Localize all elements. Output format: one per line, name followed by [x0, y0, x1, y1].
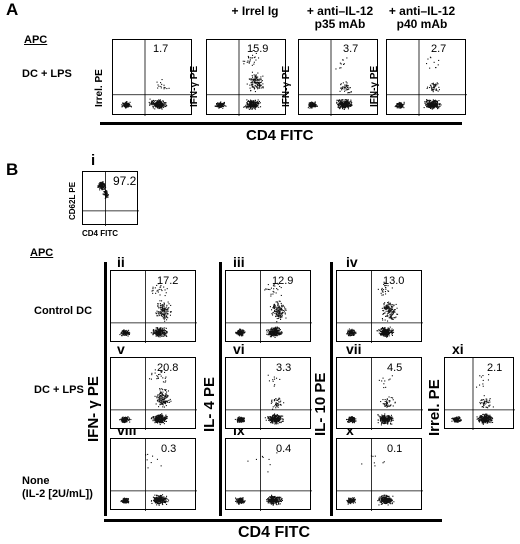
panel-a-plot-4: 2.7	[386, 39, 467, 116]
panel-b-plot-ii: 17.2	[110, 270, 197, 343]
panel-b-plot-xi: 2.1	[444, 357, 515, 430]
panel-a-value-4: 2.7	[431, 43, 447, 55]
panel-b-row-label-3: None (IL-2 [2U/mL])	[22, 475, 93, 500]
panel-b-roman-v: v	[117, 341, 125, 357]
panel-a-value-2: 15.9	[247, 43, 269, 55]
panel-b-roman-x: x	[346, 422, 354, 438]
panel-a-ylabel-3: IFN-γ PE	[281, 65, 292, 107]
panel-a-letter: A	[6, 0, 19, 19]
panel-a-ylabel-1: Irrel. PE	[94, 69, 105, 107]
panel-a-col-title-4: + anti–IL-12 p40 mAb	[388, 4, 456, 31]
panel-b-value-v: 20.8	[157, 362, 179, 374]
panel-a-value-1: 1.7	[153, 43, 169, 55]
panel-b-xlabel: CD4 FITC	[238, 524, 310, 541]
panel-a-value-3: 3.7	[343, 43, 359, 55]
panel-b-value-iv: 13.0	[383, 275, 405, 287]
panel-a-xlabel: CD4 FITC	[246, 127, 314, 144]
panel-b-value-x: 0.1	[387, 443, 403, 455]
panel-b-ybar-2	[219, 262, 222, 516]
panel-b-value-viii: 0.3	[161, 443, 177, 455]
panel-b-value-xi: 2.1	[487, 362, 503, 374]
panel-b-letter: B	[6, 160, 19, 179]
panel-b-value-iii: 12.9	[272, 275, 294, 287]
panel-a-plot-3: 3.7	[298, 39, 379, 116]
panel-a-ylabel-4: IFN-γ PE	[369, 65, 380, 107]
panel-b-row-label-1: Control DC	[34, 305, 93, 317]
panel-b-plot-vii: 4.5	[336, 357, 423, 430]
panel-b-ylabel-1: IFN- γ PE	[85, 376, 102, 442]
panel-b-roman-ii: ii	[117, 254, 125, 270]
panel-b-ylabel-4: Irrel. PE	[426, 379, 443, 436]
panel-b-ybar-3	[330, 262, 333, 516]
panel-a-ylabel-2: IFN-γ PE	[189, 65, 200, 107]
panel-b-inset-ylabel: CD62L PE	[68, 181, 77, 220]
panel-b-x-bar	[104, 519, 442, 522]
panel-b-plot-vi: 3.3	[225, 357, 312, 430]
panel-b-roman-iii: iii	[233, 254, 245, 270]
panel-b-ylabel-2: IL- 4 PE	[201, 376, 218, 432]
panel-a-plot-1: 1.7	[112, 39, 193, 116]
panel-b-apc-label: APC	[30, 247, 54, 259]
panel-a-plot-2: 15.9	[206, 39, 287, 116]
panel-b-roman-i: i	[91, 152, 96, 169]
panel-b-roman-xi: xi	[452, 341, 464, 357]
panel-b-plot-iii: 12.9	[225, 270, 312, 343]
panel-b-value-vii: 4.5	[387, 362, 403, 374]
panel-a-row-label: DC + LPS	[22, 68, 72, 80]
panel-b-inset-xlabel: CD4 FITC	[82, 229, 118, 238]
panel-b-inset-value: 97.2	[113, 174, 137, 188]
panel-a-x-bar	[100, 122, 462, 125]
panel-b-plot-x: 0.1	[336, 438, 423, 511]
panel-b-row-label-2: DC + LPS	[34, 384, 84, 396]
panel-b-roman-ix: ix	[233, 422, 245, 438]
panel-b-roman-iv: iv	[346, 254, 358, 270]
panel-b-plot-viii: 0.3	[110, 438, 197, 511]
panel-a-col-title-2: + Irrel Ig	[231, 4, 279, 18]
panel-b-plot-v: 20.8	[110, 357, 197, 430]
panel-a-col-title-3: + anti–IL-12 p35 mAb	[306, 4, 374, 31]
panel-b-value-vi: 3.3	[276, 362, 292, 374]
panel-b-roman-vii: vii	[346, 341, 362, 357]
panel-b-plot-ix: 0.4	[225, 438, 312, 511]
panel-b-ylabel-3: IL- 10 PE	[312, 372, 329, 436]
panel-b-roman-vi: vi	[233, 341, 245, 357]
panel-b-value-ii: 17.2	[157, 275, 179, 287]
panel-b-ybar-1	[104, 262, 107, 516]
panel-a-apc-label: APC	[24, 34, 48, 46]
panel-b-inset-plot: 97.2	[82, 171, 139, 226]
panel-b-plot-iv: 13.0	[336, 270, 423, 343]
panel-b-value-ix: 0.4	[276, 443, 292, 455]
